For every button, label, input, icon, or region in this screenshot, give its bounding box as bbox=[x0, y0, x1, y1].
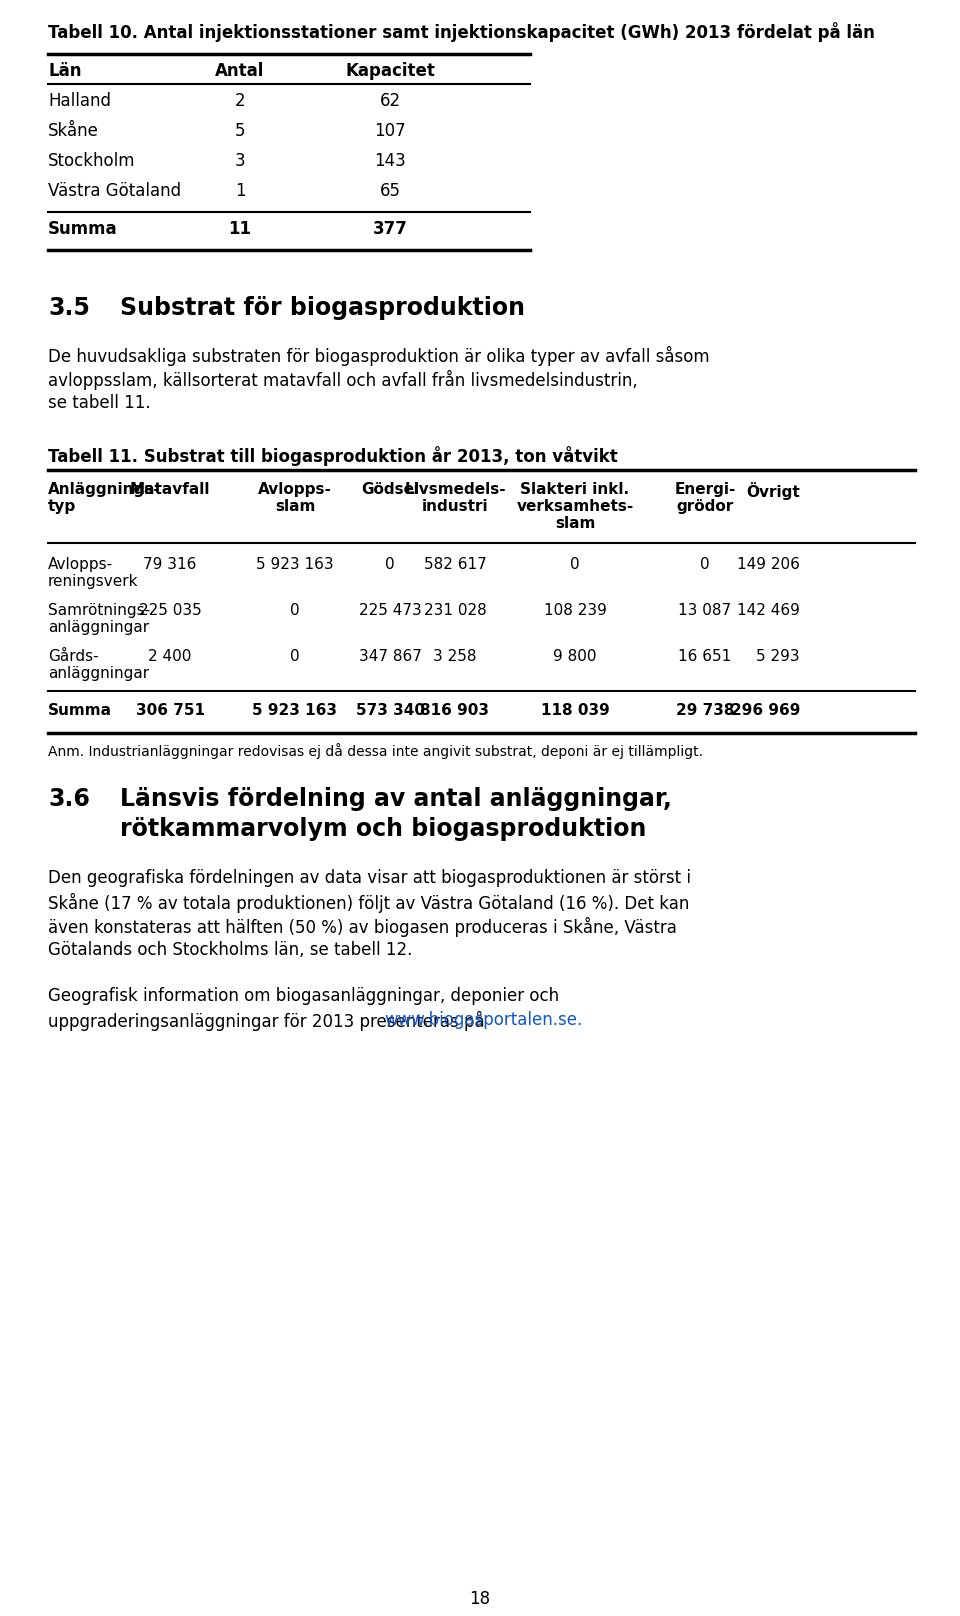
Text: Livsmedels-: Livsmedels- bbox=[404, 482, 506, 498]
Text: Samrötnings-: Samrötnings- bbox=[48, 603, 150, 617]
Text: Länsvis fördelning av antal anläggningar,: Länsvis fördelning av antal anläggningar… bbox=[120, 787, 672, 811]
Text: Summa: Summa bbox=[48, 220, 118, 238]
Text: Västra Götaland: Västra Götaland bbox=[48, 183, 181, 200]
Text: 225 473: 225 473 bbox=[359, 603, 421, 617]
Text: 0: 0 bbox=[700, 558, 709, 572]
Text: Substrat för biogasproduktion: Substrat för biogasproduktion bbox=[120, 296, 525, 320]
Text: slam: slam bbox=[275, 499, 315, 514]
Text: 5 923 163: 5 923 163 bbox=[252, 703, 338, 718]
Text: grödor: grödor bbox=[677, 499, 733, 514]
Text: Skåne (17 % av totala produktionen) följt av Västra Götaland (16 %). Det kan: Skåne (17 % av totala produktionen) följ… bbox=[48, 894, 689, 913]
Text: www.biogasportalen.se.: www.biogasportalen.se. bbox=[384, 1012, 583, 1029]
Text: typ: typ bbox=[48, 499, 76, 514]
Text: 3.6: 3.6 bbox=[48, 787, 90, 811]
Text: 5: 5 bbox=[235, 121, 245, 141]
Text: 3: 3 bbox=[234, 152, 246, 170]
Text: 225 035: 225 035 bbox=[138, 603, 202, 617]
Text: Kapacitet: Kapacitet bbox=[345, 61, 435, 81]
Text: 5 293: 5 293 bbox=[756, 650, 800, 664]
Text: Anm. Industrianläggningar redovisas ej då dessa inte angivit substrat, deponi är: Anm. Industrianläggningar redovisas ej d… bbox=[48, 743, 703, 760]
Text: 107: 107 bbox=[374, 121, 406, 141]
Text: slam: slam bbox=[555, 516, 595, 532]
Text: avloppsslam, källsorterat matavfall och avfall från livsmedelsindustrin,: avloppsslam, källsorterat matavfall och … bbox=[48, 370, 637, 389]
Text: 347 867: 347 867 bbox=[359, 650, 421, 664]
Text: 18: 18 bbox=[469, 1590, 491, 1608]
Text: verksamhets-: verksamhets- bbox=[516, 499, 634, 514]
Text: 2: 2 bbox=[234, 92, 246, 110]
Text: Avlopps-: Avlopps- bbox=[258, 482, 332, 498]
Text: Den geografiska fördelningen av data visar att biogasproduktionen är störst i: Den geografiska fördelningen av data vis… bbox=[48, 869, 691, 887]
Text: 0: 0 bbox=[385, 558, 395, 572]
Text: Energi-: Energi- bbox=[674, 482, 735, 498]
Text: se tabell 11.: se tabell 11. bbox=[48, 394, 151, 412]
Text: 79 316: 79 316 bbox=[143, 558, 197, 572]
Text: 2 400: 2 400 bbox=[148, 650, 192, 664]
Text: Län: Län bbox=[48, 61, 82, 81]
Text: 0: 0 bbox=[290, 650, 300, 664]
Text: 0: 0 bbox=[290, 603, 300, 617]
Text: Tabell 11. Substrat till biogasproduktion år 2013, ton våtvikt: Tabell 11. Substrat till biogasproduktio… bbox=[48, 446, 617, 465]
Text: De huvudsakliga substraten för biogasproduktion är olika typer av avfall såsom: De huvudsakliga substraten för biogaspro… bbox=[48, 346, 709, 367]
Text: reningsverk: reningsverk bbox=[48, 574, 138, 588]
Text: 16 651: 16 651 bbox=[679, 650, 732, 664]
Text: 3 258: 3 258 bbox=[433, 650, 477, 664]
Text: även konstateras att hälften (50 %) av biogasen produceras i Skåne, Västra: även konstateras att hälften (50 %) av b… bbox=[48, 916, 677, 937]
Text: rötkammarvolym och biogasproduktion: rötkammarvolym och biogasproduktion bbox=[120, 818, 646, 840]
Text: Avlopps-: Avlopps- bbox=[48, 558, 113, 572]
Text: uppgraderingsanläggningar för 2013 presenteras på: uppgraderingsanläggningar för 2013 prese… bbox=[48, 1012, 490, 1031]
Text: 573 340: 573 340 bbox=[355, 703, 424, 718]
Text: Götalands och Stockholms län, se tabell 12.: Götalands och Stockholms län, se tabell … bbox=[48, 941, 413, 958]
Text: 143: 143 bbox=[374, 152, 406, 170]
Text: 3.5: 3.5 bbox=[48, 296, 90, 320]
Text: Övrigt: Övrigt bbox=[746, 482, 800, 499]
Text: anläggningar: anläggningar bbox=[48, 621, 149, 635]
Text: 377: 377 bbox=[372, 220, 407, 238]
Text: 816 903: 816 903 bbox=[420, 703, 490, 718]
Text: 108 239: 108 239 bbox=[543, 603, 607, 617]
Text: 306 751: 306 751 bbox=[135, 703, 204, 718]
Text: 582 617: 582 617 bbox=[423, 558, 487, 572]
Text: anläggningar: anläggningar bbox=[48, 666, 149, 680]
Text: Geografisk information om biogasanläggningar, deponier och: Geografisk information om biogasanläggni… bbox=[48, 987, 559, 1005]
Text: Gödsel: Gödsel bbox=[361, 482, 420, 498]
Text: Antal: Antal bbox=[215, 61, 265, 81]
Text: 11: 11 bbox=[228, 220, 252, 238]
Text: Summa: Summa bbox=[48, 703, 112, 718]
Text: Tabell 10. Antal injektionsstationer samt injektionskapacitet (GWh) 2013 fördela: Tabell 10. Antal injektionsstationer sam… bbox=[48, 23, 875, 42]
Text: 29 738: 29 738 bbox=[676, 703, 734, 718]
Text: 231 028: 231 028 bbox=[423, 603, 487, 617]
Text: industri: industri bbox=[421, 499, 489, 514]
Text: 9 800: 9 800 bbox=[553, 650, 597, 664]
Text: Anläggnings-: Anläggnings- bbox=[48, 482, 160, 498]
Text: Skåne: Skåne bbox=[48, 121, 99, 141]
Text: 0: 0 bbox=[570, 558, 580, 572]
Text: Slakteri inkl.: Slakteri inkl. bbox=[520, 482, 630, 498]
Text: 5 923 163: 5 923 163 bbox=[256, 558, 334, 572]
Text: 1: 1 bbox=[234, 183, 246, 200]
Text: Halland: Halland bbox=[48, 92, 111, 110]
Text: Matavfall: Matavfall bbox=[130, 482, 210, 498]
Text: Gårds-: Gårds- bbox=[48, 650, 99, 664]
Text: 296 969: 296 969 bbox=[731, 703, 800, 718]
Text: 149 206: 149 206 bbox=[737, 558, 800, 572]
Text: 13 087: 13 087 bbox=[679, 603, 732, 617]
Text: 142 469: 142 469 bbox=[737, 603, 800, 617]
Text: 118 039: 118 039 bbox=[540, 703, 610, 718]
Text: Stockholm: Stockholm bbox=[48, 152, 135, 170]
Text: 62: 62 bbox=[379, 92, 400, 110]
Text: 65: 65 bbox=[379, 183, 400, 200]
